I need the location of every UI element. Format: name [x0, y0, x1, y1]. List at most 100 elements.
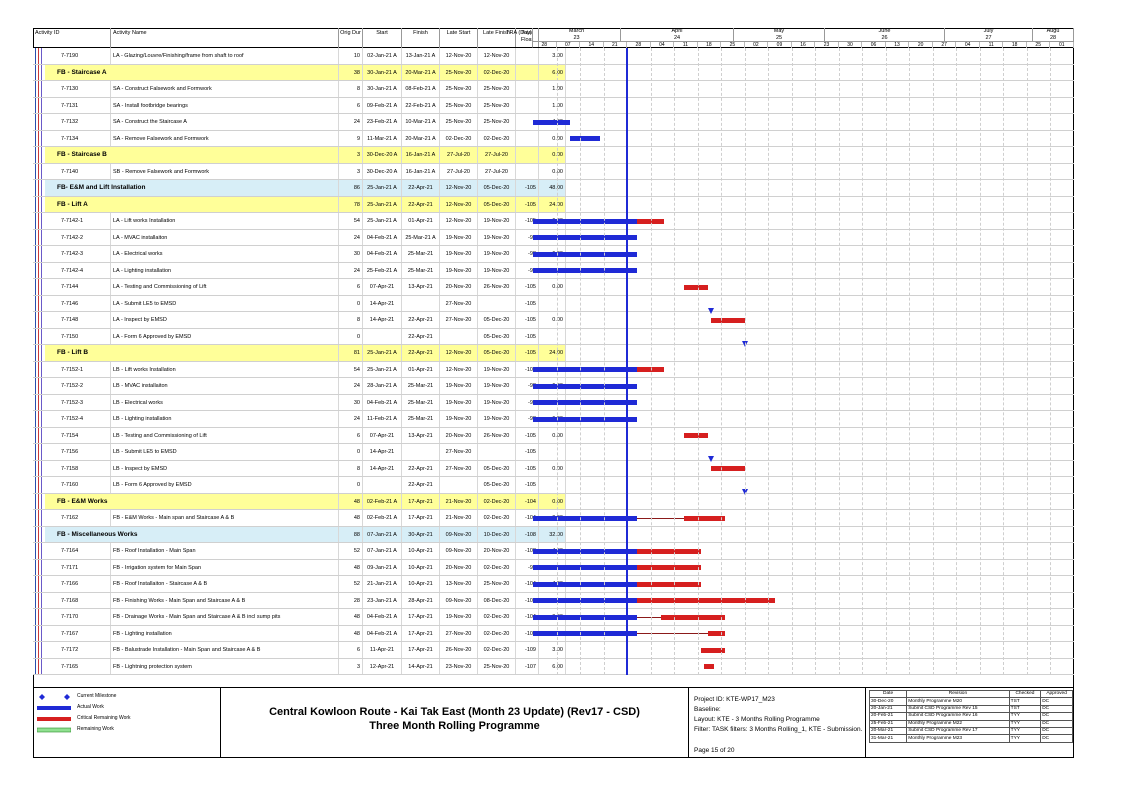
table-row[interactable]: 7-7160 LB - Form 6 Approved by EMSD 0 22-Ap…	[33, 477, 1074, 495]
table-row[interactable]: 7-7167 FB - Lighting installation 48 04-Feb…	[33, 625, 1074, 642]
critical-remaining-bar[interactable]	[637, 581, 701, 587]
actual-work-bar[interactable]	[533, 515, 638, 521]
col-late-finish[interactable]: Late Finish	[478, 28, 516, 48]
actual-work-bar[interactable]	[533, 235, 638, 240]
table-row[interactable]: 7-7148 LA - Inspect by EMSD 8 14-Apr-21 22-A…	[33, 312, 1074, 329]
wbs-level-bar	[33, 526, 45, 542]
wbs-group-row[interactable]: FB - Lift A 78 25-Jan-21 A 22-Apr-21 12-Nov-…	[33, 196, 1074, 213]
table-row[interactable]: 7-7130 SA - Construct Falsework and Formw…	[33, 81, 1074, 98]
cell-orig-dur: 30	[339, 246, 363, 262]
actual-work-bar[interactable]	[533, 119, 570, 125]
actual-work-bar[interactable]	[533, 367, 638, 372]
table-row[interactable]: 7-7170 FB - Drainage Works - Main Span an…	[33, 609, 1074, 626]
wbs-level-bar	[33, 625, 45, 641]
gantt-row	[533, 279, 1074, 295]
actual-work-bar[interactable]	[533, 631, 638, 636]
actual-work-bar[interactable]	[533, 251, 638, 257]
table-row[interactable]: 7-7154 LB - Testing and Commissioning of …	[33, 427, 1074, 444]
link-line[interactable]	[637, 633, 708, 634]
table-row[interactable]: 7-7146 LA - Submit LE5 to EMSD 0 14-Apr-21 2…	[33, 295, 1074, 314]
critical-remaining-bar[interactable]	[684, 433, 708, 438]
critical-remaining-bar[interactable]	[701, 647, 725, 653]
cell-activity-name: LB - Testing and Commissioning of Lift	[111, 427, 339, 443]
col-tra[interactable]: TRA (Day)	[506, 28, 533, 48]
table-row[interactable]: 7-7152-4 LB - Lighting installation 24 11-F…	[33, 411, 1074, 428]
cell-finish: 25-Mar-21 A	[402, 229, 440, 245]
col-activity-id[interactable]: Activity ID	[33, 28, 111, 48]
col-total-float[interactable]: Total Float	[516, 28, 539, 48]
actual-work-bar[interactable]	[533, 268, 638, 273]
table-row[interactable]: 7-7165 FB - Lightning protection system 3 1…	[33, 658, 1074, 675]
actual-work-bar[interactable]	[533, 416, 638, 422]
actual-work-bar[interactable]	[533, 598, 638, 603]
table-row[interactable]: 7-7164 FB - Roof Installation - Main Span…	[33, 543, 1074, 560]
table-row[interactable]: 7-7168 FB - Finishing Works - Main Span a…	[33, 592, 1074, 609]
cell-tra: 6.00	[539, 64, 566, 80]
critical-remaining-bar[interactable]	[707, 631, 725, 636]
table-row[interactable]: 7-7142-2 LA - MVAC installaiton 24 04-Feb-2…	[33, 229, 1074, 246]
table-row[interactable]: 7-7156 LB - Submit LE5 to EMSD 0 14-Apr-21 2…	[33, 444, 1074, 462]
week-tick: 04	[651, 42, 675, 48]
table-row[interactable]: 7-7144 LA - Testing and Commissioning of …	[33, 279, 1074, 296]
critical-remaining-bar[interactable]	[684, 284, 708, 290]
wbs-group-row[interactable]: FB - E&M Works 48 02-Feb-21 A 17-Apr-21 21-N…	[33, 493, 1074, 510]
cell-late-start: 27-Nov-20	[440, 625, 478, 641]
critical-remaining-bar[interactable]	[711, 317, 745, 323]
wbs-group-row[interactable]: FB - Lift B 81 25-Jan-21 A 22-Apr-21 12-Nov-…	[33, 345, 1074, 362]
table-row[interactable]: 7-7152-2 LB - MVAC installaiton 24 28-Jan-2…	[33, 378, 1074, 395]
milestone-marker[interactable]	[708, 301, 715, 314]
table-row[interactable]: 7-7132 SA - Construct the Staircase A 24 23…	[33, 114, 1074, 131]
wbs-group-row[interactable]: FB - Miscellaneous Works 88 07-Jan-21 A 30-…	[33, 526, 1074, 543]
row-cells: 7-7154 LB - Testing and Commissioning of …	[33, 427, 566, 443]
table-row[interactable]: 7-7166 FB - Roof Installaiton - Staircase…	[33, 576, 1074, 593]
col-activity-name[interactable]: Activity Name	[111, 28, 339, 48]
table-row[interactable]: 7-7142-1 LA - Lift works Installation 54 25…	[33, 213, 1074, 230]
wbs-level-bar	[33, 147, 45, 163]
table-row[interactable]: 7-7158 LB - Inspect by EMSD 8 14-Apr-21 22-A…	[33, 460, 1074, 477]
critical-remaining-bar[interactable]	[637, 565, 701, 570]
wbs-group-row[interactable]: FB - Staircase A 38 30-Jan-21 A 20-Mar-21 A…	[33, 64, 1074, 81]
col-orig-dur[interactable]: Orig Dur	[339, 28, 363, 48]
actual-work-bar[interactable]	[533, 548, 638, 554]
table-row[interactable]: 7-7152-3 LB - Electrical works 30 04-Feb-21…	[33, 394, 1074, 411]
actual-work-bar[interactable]	[569, 136, 601, 141]
table-row[interactable]: 7-7142-3 LA - Electrical works 30 04-Feb-21…	[33, 246, 1074, 263]
critical-remaining-bar[interactable]	[711, 466, 745, 471]
critical-remaining-bar[interactable]	[637, 598, 775, 603]
table-row[interactable]: 7-7131 SA - Install footbridge bearings 6 0…	[33, 97, 1074, 114]
milestone-marker[interactable]	[708, 449, 715, 462]
actual-work-bar[interactable]	[533, 383, 638, 389]
actual-work-bar[interactable]	[533, 218, 638, 224]
cell-late-finish: 05-Dec-20	[478, 477, 516, 493]
critical-remaining-bar[interactable]	[660, 614, 725, 620]
cell-orig-dur: 6	[339, 279, 363, 295]
row-cells: 7-7167 FB - Lighting installation 48 04-Feb…	[33, 625, 566, 641]
col-finish[interactable]: Finish	[402, 28, 440, 48]
table-row[interactable]: 7-7140 SB - Remove Falsework and Formwork…	[33, 163, 1074, 180]
critical-remaining-bar[interactable]	[704, 664, 715, 669]
cell-tra	[539, 328, 566, 344]
cell-late-start	[440, 477, 478, 493]
actual-work-bar[interactable]	[533, 400, 638, 405]
actual-work-bar[interactable]	[533, 614, 638, 620]
table-row[interactable]: 7-7152-1 LB - Lift works Installation 54 25…	[33, 361, 1074, 378]
cell-start: 30-Dec-20 A	[363, 147, 402, 163]
col-start[interactable]: Start	[363, 28, 402, 48]
table-row[interactable]: 7-7134 SA - Remove Falsework and Formwork…	[33, 130, 1074, 147]
table-row[interactable]: 7-7190 LA - Glazing/Louvre/Finishing/fram…	[33, 48, 1074, 65]
wbs-group-row[interactable]: FB- E&M and Lift Installation 86 25-Jan-21…	[33, 180, 1074, 197]
actual-work-bar[interactable]	[533, 565, 638, 570]
link-line[interactable]	[637, 517, 685, 519]
actual-work-bar[interactable]	[533, 581, 638, 587]
table-row[interactable]: 7-7150 LA - Form 6 Approved by EMSD 0 22-Ap…	[33, 328, 1074, 347]
table-row[interactable]: 7-7172 FB - Balustrade Installation - Mai…	[33, 642, 1074, 659]
table-row[interactable]: 7-7142-4 LA - Lighting installation 24 25-F…	[33, 262, 1074, 279]
critical-remaining-bar[interactable]	[684, 515, 725, 521]
critical-remaining-bar[interactable]	[637, 548, 701, 554]
cell-orig-dur: 8	[339, 81, 363, 97]
col-late-start[interactable]: Late Start	[440, 28, 478, 48]
link-line[interactable]	[637, 616, 661, 618]
table-row[interactable]: 7-7171 FB - Irrigation system for Main Sp…	[33, 559, 1074, 576]
table-row[interactable]: 7-7162 FB - E&M Works - Main span and Sta…	[33, 510, 1074, 527]
